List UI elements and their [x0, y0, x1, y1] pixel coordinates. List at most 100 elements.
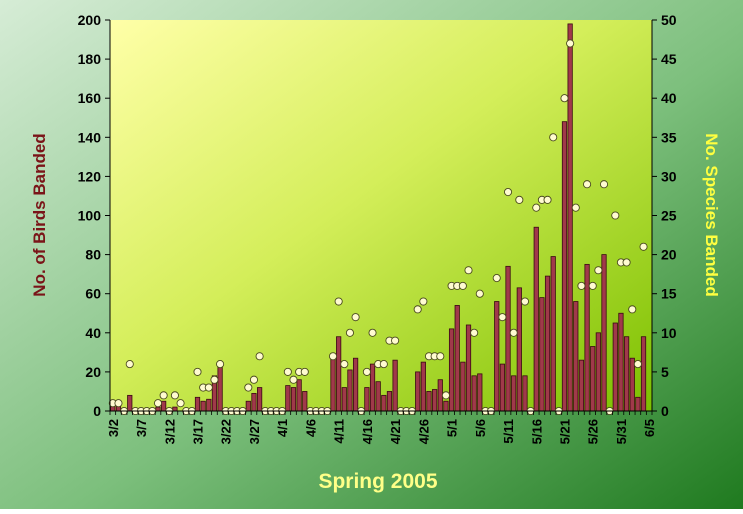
point-species-5-13	[515, 195, 524, 204]
y-tick-label-right: 35	[661, 129, 677, 145]
bar-birds-4-10	[330, 357, 336, 412]
y-tick-label-left: 140	[78, 129, 102, 145]
y-tick-label-right: 5	[661, 364, 669, 380]
bar-birds-5-18	[544, 275, 551, 412]
point-species-3-10	[153, 399, 163, 408]
point-species-4-13	[345, 328, 355, 337]
bar-birds-3-18	[200, 400, 206, 412]
point-species-5-12	[509, 328, 518, 337]
bar-birds-4-11	[336, 336, 342, 412]
bar-birds-3-13	[172, 406, 178, 412]
y-axis-title-left: No. of Birds Banded	[30, 133, 49, 296]
bar-birds-4-27	[426, 391, 432, 412]
bar-birds-3-10	[155, 406, 161, 412]
y-tick-label-right: 50	[661, 12, 677, 28]
y-tick-label-left: 60	[85, 286, 101, 302]
bar-birds-5-31	[618, 312, 624, 412]
bar-birds-3-17	[194, 396, 201, 412]
bar-birds-3-28	[257, 387, 263, 412]
x-tick-label: 5/31	[614, 419, 629, 444]
point-species-3-17	[193, 367, 202, 376]
bar-birds-4-21	[392, 359, 398, 412]
bar-birds-5-4	[465, 324, 472, 412]
bar-birds-4-28	[432, 389, 438, 412]
x-tick-label: 3/2	[106, 419, 121, 437]
point-species-3-11	[159, 391, 168, 400]
bar-birds-5-24	[578, 359, 585, 412]
bar-birds-5-9	[494, 301, 500, 412]
x-axis-title: Spring 2005	[318, 470, 437, 493]
y-tick-label-right: 45	[661, 51, 677, 67]
y-tick-label-right: 40	[661, 90, 677, 106]
y-tick-label-right: 10	[661, 325, 677, 341]
x-tick-label: 4/11	[332, 419, 347, 444]
point-species-6-2	[628, 305, 637, 314]
y-tick-label-left: 20	[85, 364, 101, 380]
bar-birds-6-4	[640, 336, 647, 412]
point-species-5-18	[543, 195, 552, 204]
bar-birds-3-19	[206, 398, 212, 412]
bar-birds-5-23	[573, 301, 579, 412]
x-tick-label: 5/16	[529, 419, 544, 444]
y-axis-title-right: No. Species Banded	[702, 133, 721, 296]
bar-birds-4-25	[415, 371, 421, 412]
point-species-4-30	[441, 391, 450, 400]
bar-birds-4-16	[364, 387, 370, 412]
point-species-5-6	[475, 289, 484, 298]
axes-layer: 0 20 40 60 80 100 120 140 160 180 200 0 5 10 15 20 25 30 3…	[78, 12, 677, 444]
x-tick-label: 4/6	[303, 419, 318, 437]
point-species-5-30	[611, 211, 620, 220]
bar-birds-6-3	[635, 396, 641, 412]
x-tick-label: 3/12	[162, 419, 177, 444]
point-species-4-14	[351, 313, 360, 322]
y-tick-label-left: 180	[78, 51, 102, 67]
y-tick-label-right: 20	[661, 247, 677, 263]
point-species-4-26	[419, 297, 428, 306]
bar-birds-5-14	[522, 375, 528, 412]
x-tick-label: 5/6	[473, 419, 488, 437]
bar-birds-4-29	[437, 379, 443, 412]
point-species-4-19	[379, 360, 388, 369]
bar-birds-3-21	[217, 363, 223, 412]
point-species-5-4	[464, 266, 473, 275]
x-tick-label: 4/1	[275, 419, 290, 437]
point-species-4-21	[391, 336, 400, 345]
y-tick-label-left: 40	[85, 325, 101, 341]
bar-birds-4-12	[341, 387, 347, 412]
point-species-4-10	[328, 352, 338, 361]
y-tick-label-left: 80	[85, 247, 101, 263]
bar-birds-4-18	[375, 381, 381, 412]
point-species-5-11	[503, 187, 513, 197]
point-species-4-5	[300, 367, 309, 376]
bar-birds-4-13	[347, 369, 353, 412]
bar-birds-3-5	[127, 394, 133, 412]
point-species-3-26	[244, 383, 253, 392]
point-species-3-13	[170, 391, 179, 400]
y-tick-label-right: 0	[661, 403, 669, 419]
point-species-3-14	[176, 399, 185, 408]
point-species-4-2	[283, 367, 292, 376]
point-species-3-20	[210, 375, 219, 384]
bar-birds-5-19	[550, 256, 556, 412]
x-tick-label: 3/17	[191, 419, 206, 444]
point-species-5-14	[520, 297, 530, 306]
y-tick-label-right: 25	[661, 208, 677, 224]
point-species-5-22	[566, 39, 575, 48]
point-species-5-28	[599, 180, 609, 189]
bar-birds-5-10	[499, 363, 505, 412]
bar-birds-5-3	[460, 361, 466, 412]
bar-birds-4-30	[443, 400, 449, 412]
bar-birds-4-5	[302, 391, 308, 412]
bar-birds-4-2	[285, 385, 291, 412]
point-species-5-25	[583, 180, 592, 189]
bars-layer	[110, 23, 647, 412]
bar-birds-5-6	[477, 373, 483, 412]
bar-birds-3-26	[245, 400, 251, 412]
bar-birds-4-4	[296, 379, 302, 412]
point-species-5-9	[492, 274, 501, 283]
point-species-4-17	[368, 328, 377, 337]
point-species-3-28	[255, 352, 264, 361]
x-tick-label: 5/11	[501, 419, 516, 444]
